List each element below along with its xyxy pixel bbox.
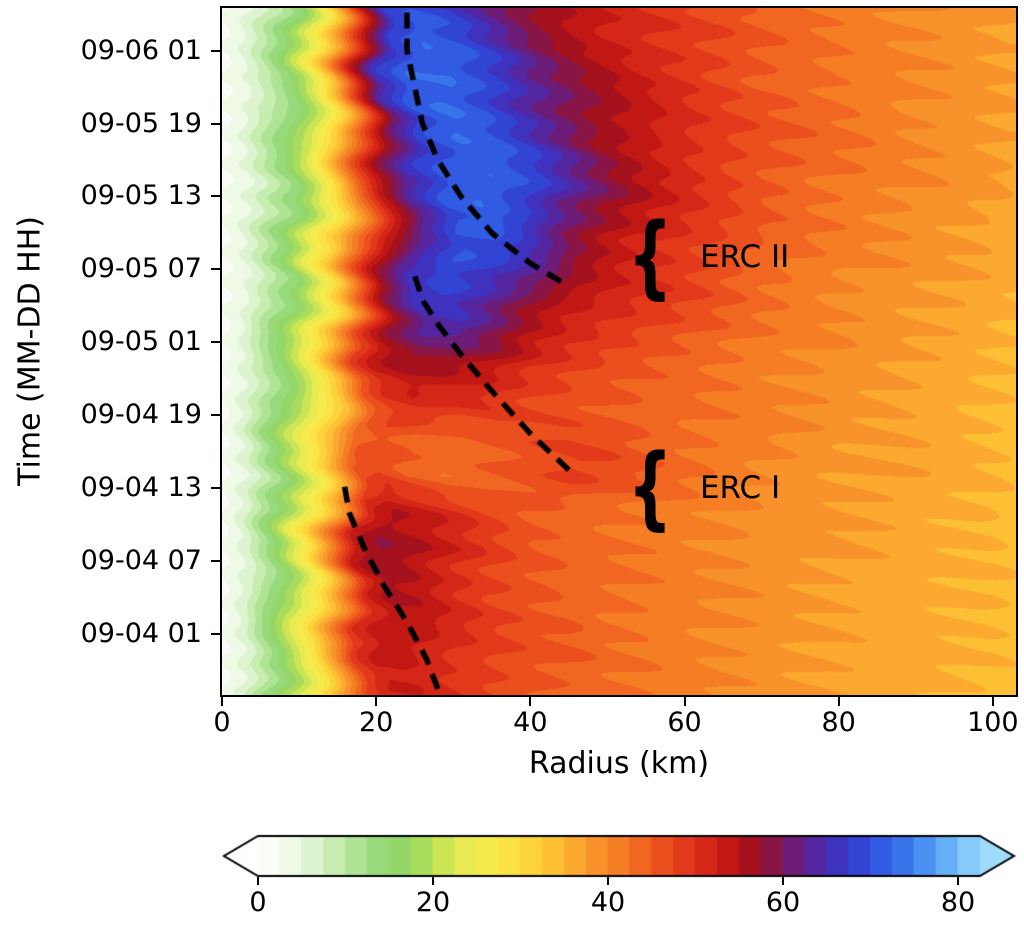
y-tick-mark: [211, 268, 220, 271]
x-tick-mark: [837, 697, 840, 706]
x-tick-label: 20: [358, 707, 394, 738]
y-axis-title: Time (MM-DD HH): [12, 216, 48, 486]
y-tick-label: 09-04 07: [80, 545, 202, 577]
x-tick-mark: [683, 697, 686, 706]
y-tick-mark: [211, 633, 220, 636]
heatmap-plot-area: {ERC II{ERC I: [220, 6, 1018, 697]
colorbar-tick-label: 20: [415, 887, 451, 918]
y-tick-mark: [211, 122, 220, 125]
y-tick-mark: [211, 560, 220, 563]
y-tick-mark: [211, 341, 220, 344]
y-tick-mark: [211, 414, 220, 417]
y-tick-label: 09-06 01: [80, 34, 202, 66]
x-tick-mark: [991, 697, 994, 706]
heatmap-canvas: [222, 8, 1016, 695]
colorbar-tick-label: 60: [765, 887, 801, 918]
x-tick-label: 60: [667, 707, 702, 738]
y-tick-mark: [211, 487, 220, 490]
x-tick-label: 40: [513, 707, 548, 738]
x-axis-title: Radius (km): [528, 746, 710, 781]
y-tick-label: 09-04 01: [80, 618, 202, 650]
x-tick-label: 100: [967, 707, 1019, 738]
colorbar-canvas: [220, 834, 1018, 880]
colorbar-tick-label: 0: [249, 887, 267, 918]
x-tick-label: 80: [821, 707, 856, 738]
colorbar-tick-label: 40: [590, 887, 626, 918]
x-tick-mark: [375, 697, 378, 706]
y-tick-label: 09-05 13: [80, 180, 202, 212]
colorbar: [220, 834, 1018, 880]
y-tick-mark: [211, 49, 220, 52]
x-tick-mark: [221, 697, 223, 706]
y-tick-mark: [211, 195, 220, 198]
x-tick-label: 0: [213, 707, 231, 738]
x-tick-mark: [529, 697, 532, 706]
colorbar-tick-label: 80: [940, 887, 976, 918]
y-tick-label: 09-05 19: [80, 107, 202, 139]
